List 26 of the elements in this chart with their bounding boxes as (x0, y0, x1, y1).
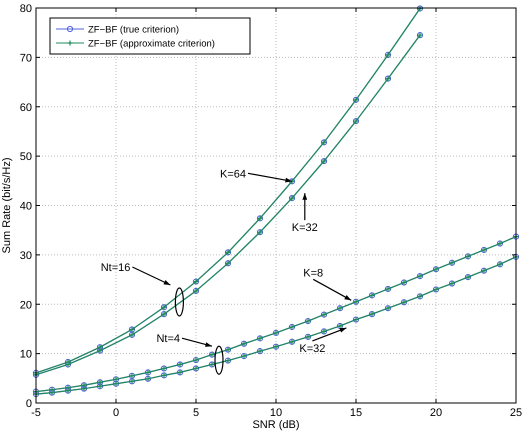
y-tick-label: 70 (20, 52, 32, 64)
y-tick-label: 80 (20, 3, 32, 15)
y-tick-label: 10 (20, 348, 32, 361)
x-tick-label: -5 (31, 407, 41, 419)
legend-label: ZF−BF (approximate criterion) (88, 38, 215, 50)
x-tick-label: 20 (430, 407, 442, 419)
y-tick-label: 30 (20, 250, 32, 262)
annotation: Nt=16 (100, 262, 130, 274)
annotation: K=8 (303, 267, 324, 280)
annotation: K=32 (299, 342, 326, 355)
y-tick-label: 60 (20, 102, 32, 114)
y-tick-label: 20 (20, 299, 32, 312)
x-tick-label: 10 (270, 407, 282, 419)
annotation: K=32 (292, 222, 318, 234)
x-tick-label: 0 (112, 407, 120, 419)
x-tick-label: 15 (350, 407, 362, 419)
x-tick-label: 5 (192, 407, 200, 419)
legend-label: ZF−BF (true criterion) (88, 24, 180, 36)
x-axis-title: SNR (dB) (252, 419, 300, 431)
y-tick-label: 40 (20, 200, 32, 212)
y-axis-title: Sum Rate (bit/s/Hz) (1, 158, 13, 254)
annotation: Nt=4 (156, 333, 180, 346)
annotation: K=64 (220, 168, 246, 180)
y-tick-label: 50 (20, 151, 32, 164)
x-tick-label: 25 (510, 407, 522, 419)
y-tick-label: 0 (26, 398, 32, 410)
